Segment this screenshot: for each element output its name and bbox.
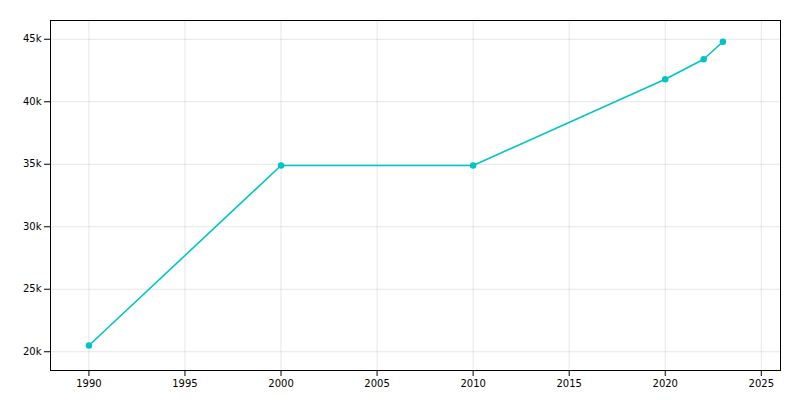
svg-text:2010: 2010	[460, 378, 485, 389]
svg-text:35k: 35k	[23, 158, 42, 169]
svg-text:30k: 30k	[23, 221, 42, 232]
svg-text:1995: 1995	[172, 378, 197, 389]
svg-text:1990: 1990	[76, 378, 101, 389]
svg-text:2000: 2000	[268, 378, 293, 389]
svg-text:40k: 40k	[23, 96, 42, 107]
svg-text:20k: 20k	[23, 346, 42, 357]
svg-text:2015: 2015	[556, 378, 581, 389]
svg-text:2005: 2005	[364, 378, 389, 389]
svg-text:2020: 2020	[653, 378, 678, 389]
svg-text:45k: 45k	[23, 33, 42, 44]
svg-text:25k: 25k	[23, 283, 42, 294]
svg-text:2025: 2025	[749, 378, 774, 389]
